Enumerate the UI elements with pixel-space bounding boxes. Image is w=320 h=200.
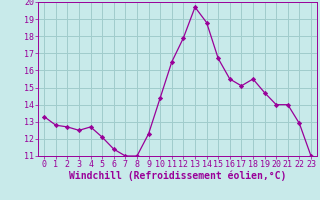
X-axis label: Windchill (Refroidissement éolien,°C): Windchill (Refroidissement éolien,°C) (69, 171, 286, 181)
